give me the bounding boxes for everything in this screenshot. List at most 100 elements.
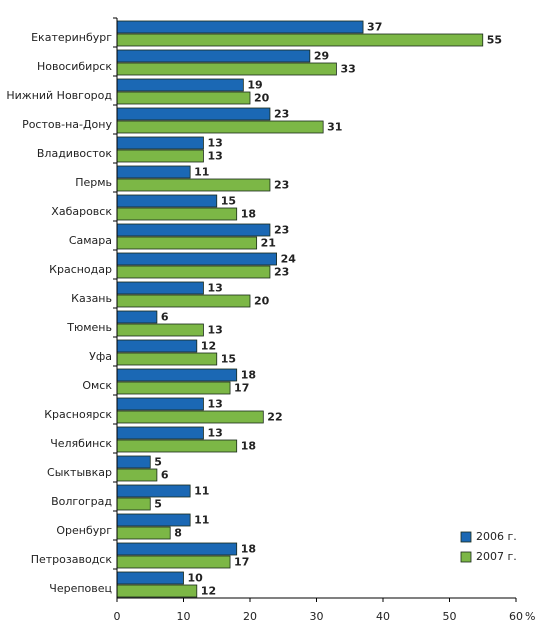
bar [116, 426, 204, 440]
value-label: 22 [267, 411, 282, 424]
value-label: 13 [207, 324, 222, 337]
value-label: 18 [241, 543, 256, 556]
bar [116, 339, 198, 353]
category-label: Красноярск [44, 408, 112, 421]
value-label: 11 [194, 166, 209, 179]
value-label: 18 [241, 208, 256, 221]
x-tick-label: 50 [443, 610, 457, 623]
category-label: Екатеринбург [31, 31, 112, 44]
category-label: Хабаровск [51, 205, 112, 218]
category-label: Пермь [75, 176, 112, 189]
bar [116, 281, 204, 295]
bar [116, 484, 191, 498]
value-label: 13 [207, 137, 222, 150]
value-label: 23 [274, 266, 289, 279]
legend-swatch [460, 551, 472, 563]
value-label: 6 [161, 469, 169, 482]
bar [116, 91, 251, 105]
bar [116, 136, 204, 150]
category-label: Волгоград [51, 495, 112, 508]
value-label: 18 [241, 369, 256, 382]
category-label: Череповец [49, 582, 112, 595]
bar [116, 368, 238, 382]
bar [116, 439, 238, 453]
value-label: 21 [261, 237, 276, 250]
legend-label: 2006 г. [476, 530, 517, 543]
bar [116, 555, 231, 569]
category-label: Тюмень [66, 321, 112, 334]
x-tick-label: 20 [243, 610, 257, 623]
x-tick-label: 60 [509, 610, 523, 623]
bar [116, 294, 251, 308]
value-label: 12 [201, 585, 216, 598]
value-label: 5 [154, 498, 162, 511]
bar [116, 513, 191, 527]
bar [116, 178, 271, 192]
bar [116, 62, 337, 76]
x-tick-label: 10 [177, 610, 191, 623]
value-label: 31 [327, 121, 342, 134]
value-label: 17 [234, 556, 249, 569]
value-label: 23 [274, 224, 289, 237]
value-label: 18 [241, 440, 256, 453]
bar [116, 49, 311, 63]
bar [116, 542, 238, 556]
category-label: Омск [82, 379, 112, 392]
category-label: Владивосток [37, 147, 112, 160]
category-label: Ростов-на-Дону [22, 118, 112, 131]
bar [116, 149, 204, 163]
category-label: Сыктывкар [47, 466, 112, 479]
value-label: 13 [207, 398, 222, 411]
bar [116, 468, 158, 482]
value-label: 8 [174, 527, 182, 540]
value-label: 23 [274, 108, 289, 121]
value-label: 11 [194, 514, 209, 527]
value-label: 6 [161, 311, 169, 324]
bar [116, 20, 364, 34]
bar [116, 223, 271, 237]
value-label: 13 [207, 150, 222, 163]
bar [116, 194, 218, 208]
x-tick-label: 40 [376, 610, 390, 623]
bar [116, 410, 264, 424]
value-label: 23 [274, 179, 289, 192]
bar [116, 526, 171, 540]
bar [116, 107, 271, 121]
bar [116, 310, 158, 324]
value-label: 12 [201, 340, 216, 353]
value-label: 15 [221, 195, 236, 208]
value-label: 24 [281, 253, 297, 266]
bar [116, 252, 278, 266]
category-label: Челябинск [50, 437, 112, 450]
value-label: 10 [188, 572, 204, 585]
value-label: 11 [194, 485, 209, 498]
category-label: Петрозаводск [31, 553, 113, 566]
category-label: Новосибирск [37, 60, 112, 73]
value-label: 13 [207, 282, 222, 295]
value-label: 15 [221, 353, 236, 366]
x-tick-label: 30 [310, 610, 324, 623]
bar [116, 455, 151, 469]
bar [116, 584, 198, 598]
bar [116, 33, 484, 47]
category-label: Оренбург [56, 524, 112, 537]
bar [116, 165, 191, 179]
value-label: 13 [207, 427, 222, 440]
legend-swatch [460, 531, 472, 543]
bar [116, 381, 231, 395]
value-label: 5 [154, 456, 162, 469]
bar [116, 236, 258, 250]
category-label: Краснодар [49, 263, 112, 276]
value-label: 33 [340, 63, 355, 76]
bar [116, 323, 204, 337]
bar [116, 571, 184, 585]
bar [116, 78, 244, 92]
category-label: Самара [69, 234, 112, 247]
value-label: 29 [314, 50, 329, 63]
x-tick-label: 0 [114, 610, 121, 623]
value-label: 20 [254, 295, 270, 308]
category-label: Нижний Новгород [6, 89, 112, 102]
bar [116, 207, 238, 221]
bar [116, 120, 324, 134]
category-label: Уфа [89, 350, 112, 363]
